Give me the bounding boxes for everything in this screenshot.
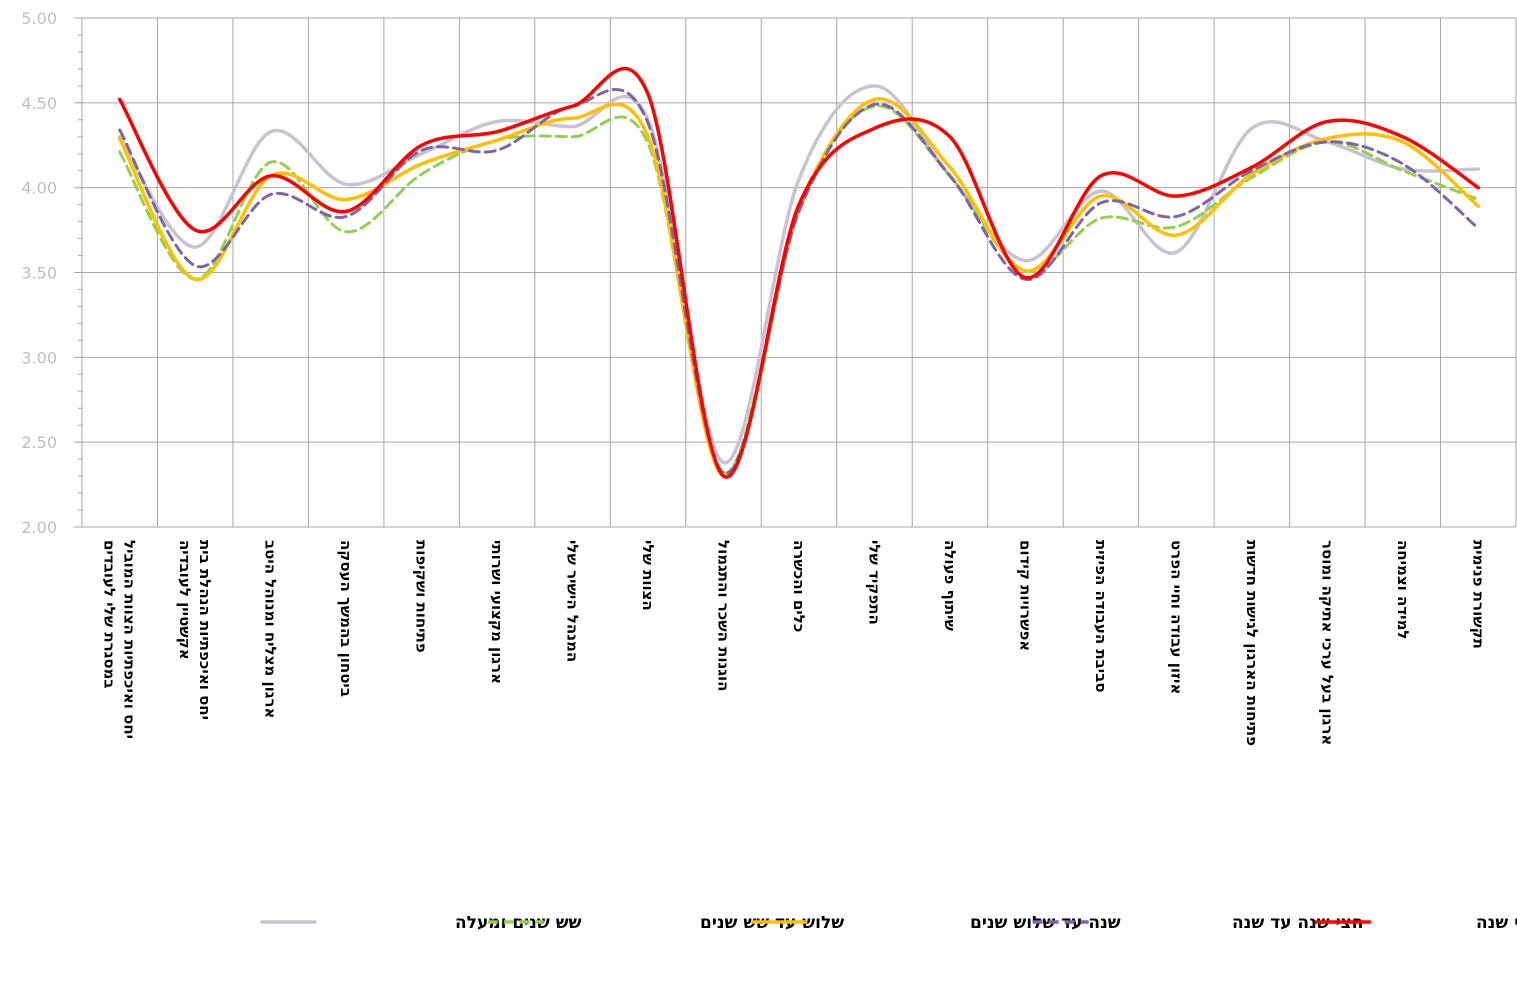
legend-label: עד חצי שנה — [1476, 913, 1517, 933]
x-tick-label: פתיחות הארגון לגישות חדשות — [1243, 540, 1261, 746]
legend-label: שש שנים ומעלה — [455, 913, 582, 933]
series-line-2 — [118, 87, 1480, 475]
x-tick-label: סביבת העבודה הפיזית — [1092, 540, 1110, 693]
y-tick-label: 5.00 — [21, 9, 57, 28]
y-tick-label: 3.50 — [21, 264, 57, 283]
x-tick-label: איזון עבודה וחיי הפרט — [1167, 540, 1185, 694]
x-tick-label: פתיחות ושקיפות — [413, 540, 431, 653]
x-tick-label: יחס ואיכפתיות הצוות המוביל — [121, 540, 139, 739]
y-tick-label: 4.00 — [21, 179, 57, 198]
x-tick-label: כלים והכשרה — [790, 540, 808, 632]
series-line-5 — [117, 84, 1481, 465]
x-tick-label: ארגון מצליח ומנוהל היטב — [262, 540, 280, 718]
x-tick-label: ביטחון בהמשך העסקה — [337, 540, 355, 697]
series-line-3 — [117, 97, 1481, 478]
x-tick-label: אפשרויות קידום — [1016, 540, 1034, 651]
x-tick-label: הוגנות השכר והתגמול — [715, 540, 733, 691]
y-tick-label: 2.00 — [21, 518, 57, 537]
legend-label: שנה עד שלוש שנים — [970, 913, 1121, 933]
legend-label: חצי שנה עד שנה — [1232, 913, 1363, 933]
x-tick-label: התפקיד שלי — [865, 540, 883, 625]
x-tick-label: יחס ואיכפתיות הנהלת בית — [196, 540, 214, 720]
x-tick-label: ארגון בעל ערכי אתיקה ומוסר — [1318, 540, 1336, 745]
y-tick-label: 4.50 — [21, 94, 57, 113]
gridlines — [82, 17, 1517, 528]
y-axis: 2.00 2.50 3.00 3.50 4.00 4.50 5.00 — [21, 9, 83, 537]
x-tick-label: שיתוף פעולה — [941, 540, 959, 632]
y-tick-label: 3.00 — [21, 348, 57, 367]
series-lines — [117, 66, 1481, 479]
x-tick-label: אקשטיין לעובדיה — [176, 540, 194, 660]
x-tick-label: תקשורת פנימית — [1469, 540, 1487, 649]
x-tick-label: המנהל הישיר שלי — [564, 540, 582, 662]
x-tick-label: ארגון מקצועי ושרותי — [488, 540, 506, 684]
x-tick-label: למידה וצמיחה — [1394, 540, 1412, 640]
x-tick-label: במסגרת שלי לעובדים — [101, 540, 119, 689]
x-tick-label: הצוות שלי — [639, 540, 657, 611]
series-line-1 — [117, 66, 1481, 479]
y-tick-label: 2.50 — [21, 433, 57, 452]
